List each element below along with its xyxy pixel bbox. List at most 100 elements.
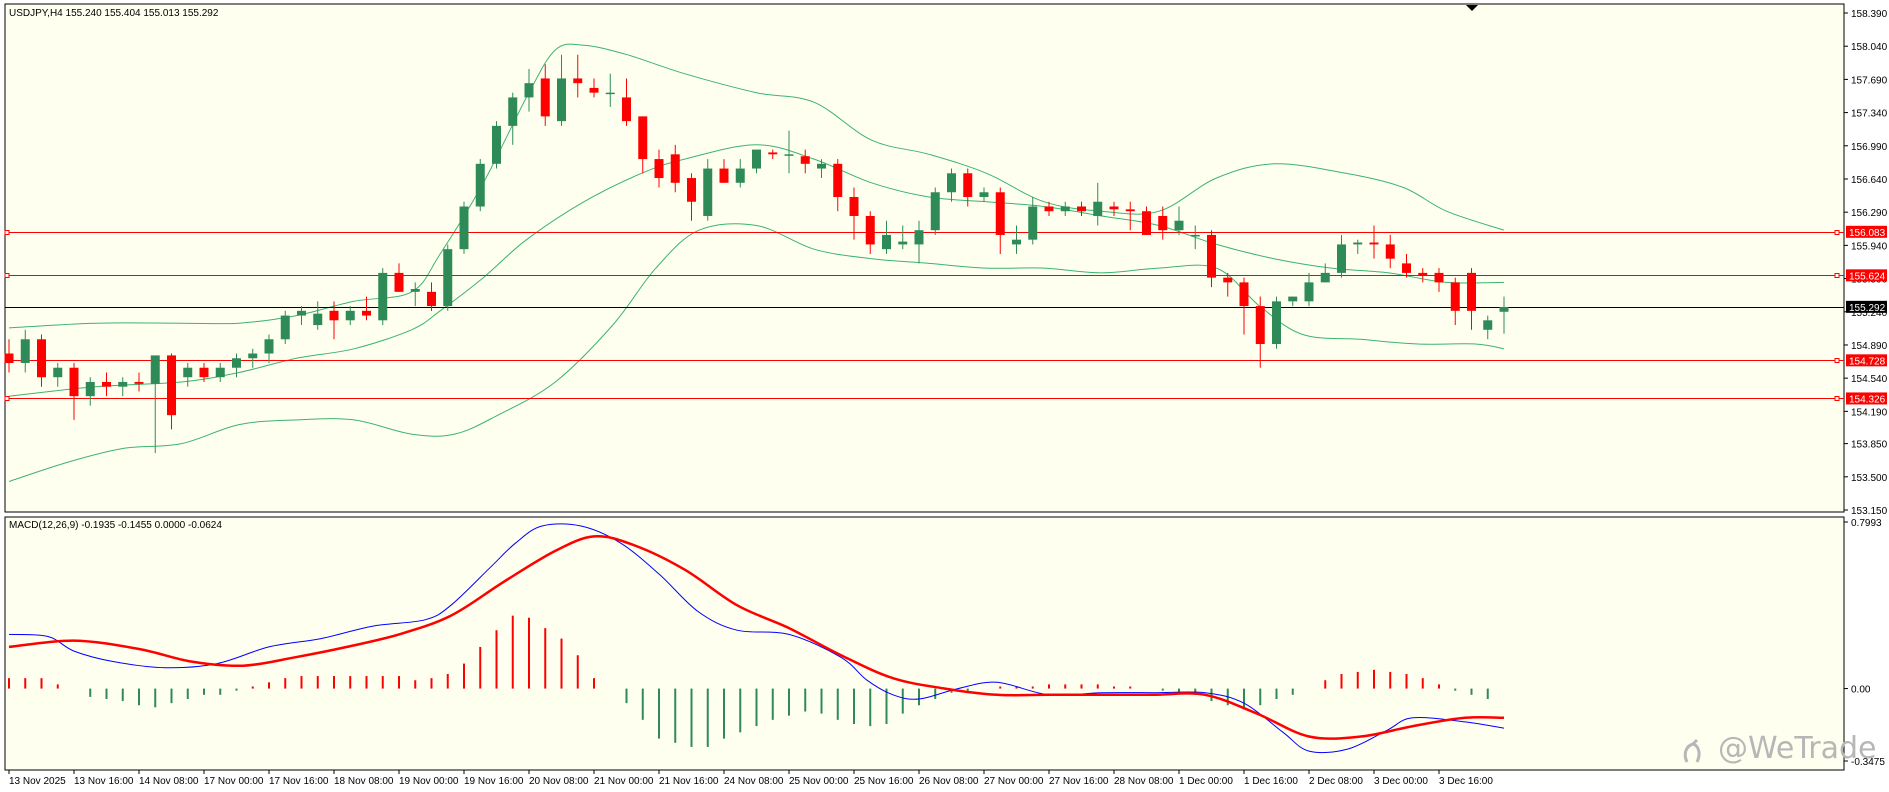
candle-bear[interactable] xyxy=(102,381,111,387)
candle-bull[interactable] xyxy=(313,313,323,326)
candle-bull[interactable] xyxy=(297,310,306,316)
candle-bear[interactable] xyxy=(687,178,696,202)
candle-bear[interactable] xyxy=(622,97,631,122)
candle-bear[interactable] xyxy=(69,367,79,397)
candle-bull[interactable] xyxy=(947,173,956,193)
candle-bull[interactable] xyxy=(378,272,388,321)
candle-bull[interactable] xyxy=(1190,234,1200,237)
candle-bull[interactable] xyxy=(20,339,30,363)
candle-bull[interactable] xyxy=(85,381,95,397)
candle-bear[interactable] xyxy=(849,197,859,216)
candle-bull[interactable] xyxy=(443,249,453,307)
candle-bear[interactable] xyxy=(329,310,339,321)
candle-bear[interactable] xyxy=(540,78,550,117)
candle-bear[interactable] xyxy=(4,353,14,363)
candle-bear[interactable] xyxy=(1402,263,1411,273)
candle-bull[interactable] xyxy=(264,339,274,354)
candle-bull[interactable] xyxy=(280,315,290,340)
candle-bull[interactable] xyxy=(410,289,420,292)
candle-bear[interactable] xyxy=(1207,234,1216,278)
candle-bull[interactable] xyxy=(557,78,566,122)
candle-bull[interactable] xyxy=(752,149,761,169)
candle-bull[interactable] xyxy=(1288,296,1298,302)
candle-bear[interactable] xyxy=(833,163,843,198)
candle-bear[interactable] xyxy=(1239,282,1249,307)
main-panel[interactable] xyxy=(4,3,1845,513)
candle-bear[interactable] xyxy=(963,173,973,198)
candle-bear[interactable] xyxy=(199,367,209,378)
candle-bear[interactable] xyxy=(768,152,778,155)
candle-bull[interactable] xyxy=(898,241,908,245)
macd-panel[interactable] xyxy=(4,516,1845,771)
candle-bear[interactable] xyxy=(1044,206,1054,212)
candle-bear[interactable] xyxy=(638,116,648,160)
candle-bull[interactable] xyxy=(979,192,989,198)
candle-bull[interactable] xyxy=(817,163,826,169)
candle-bear[interactable] xyxy=(865,215,875,245)
candle-bear[interactable] xyxy=(670,154,680,183)
candle-bull[interactable] xyxy=(150,355,160,384)
candle-bear[interactable] xyxy=(1125,209,1135,212)
candle-bull[interactable] xyxy=(1012,239,1021,245)
candle-bull[interactable] xyxy=(1060,206,1070,212)
candle-bull[interactable] xyxy=(475,163,485,207)
level-handle-right[interactable] xyxy=(1834,358,1840,363)
candle-bull[interactable] xyxy=(345,310,355,321)
candle-bear[interactable] xyxy=(1077,206,1086,212)
candle-bear[interactable] xyxy=(800,156,810,164)
candle-bear[interactable] xyxy=(427,291,436,307)
candle-bull[interactable] xyxy=(215,367,225,378)
candle-bull[interactable] xyxy=(492,125,501,164)
candle-bull[interactable] xyxy=(735,168,745,183)
candle-bear[interactable] xyxy=(573,78,583,84)
candle-bear[interactable] xyxy=(1223,277,1233,283)
candle-bull[interactable] xyxy=(605,92,615,95)
candle-bull[interactable] xyxy=(1174,220,1184,231)
candle-bull[interactable] xyxy=(1337,244,1346,273)
candle-bull[interactable] xyxy=(914,230,924,245)
candle-bull[interactable] xyxy=(53,367,63,378)
candle-bull[interactable] xyxy=(1499,307,1509,312)
candle-bull[interactable] xyxy=(508,97,518,126)
level-handle-right[interactable] xyxy=(1834,396,1840,401)
candle-bear[interactable] xyxy=(1255,306,1265,345)
candle-bull[interactable] xyxy=(1304,282,1314,302)
candle-bear[interactable] xyxy=(362,310,371,316)
candle-bear[interactable] xyxy=(1158,215,1168,231)
candle-bull[interactable] xyxy=(118,381,128,387)
candle-bull[interactable] xyxy=(1272,301,1281,345)
level-handle-left[interactable] xyxy=(4,396,10,401)
candle-bear[interactable] xyxy=(1450,282,1460,311)
level-handle-left[interactable] xyxy=(4,273,10,278)
candle-bull[interactable] xyxy=(1093,201,1103,216)
level-handle-right[interactable] xyxy=(1834,273,1840,278)
candle-bull[interactable] xyxy=(183,367,193,378)
candle-bear[interactable] xyxy=(719,168,729,183)
candle-bear[interactable] xyxy=(37,339,46,378)
candle-bull[interactable] xyxy=(1483,320,1493,330)
candle-bear[interactable] xyxy=(1142,211,1151,235)
candle-bear[interactable] xyxy=(589,87,599,93)
candle-bull[interactable] xyxy=(784,154,794,156)
candle-bull[interactable] xyxy=(524,83,534,98)
chart-shift-marker-icon[interactable] xyxy=(1466,5,1478,11)
candle-bear[interactable] xyxy=(1467,272,1476,311)
candle-bear[interactable] xyxy=(1369,242,1379,245)
candle-bear[interactable] xyxy=(167,355,176,416)
candle-bear[interactable] xyxy=(995,192,1005,235)
candle-bear[interactable] xyxy=(1434,272,1444,283)
candle-bull[interactable] xyxy=(882,234,891,250)
candle-bull[interactable] xyxy=(232,358,241,368)
candle-bull[interactable] xyxy=(248,353,258,359)
level-handle-right[interactable] xyxy=(1834,230,1840,235)
candle-bull[interactable] xyxy=(1353,242,1363,245)
level-handle-left[interactable] xyxy=(4,230,10,235)
candle-bear[interactable] xyxy=(1385,244,1395,259)
candle-bear[interactable] xyxy=(654,159,664,179)
candle-bear[interactable] xyxy=(394,272,404,292)
candle-bull[interactable] xyxy=(1028,206,1038,240)
candle-bear[interactable] xyxy=(1109,206,1119,210)
candle-bull[interactable] xyxy=(1320,272,1330,283)
candle-bear[interactable] xyxy=(1418,272,1428,276)
candle-bear[interactable] xyxy=(134,381,144,384)
